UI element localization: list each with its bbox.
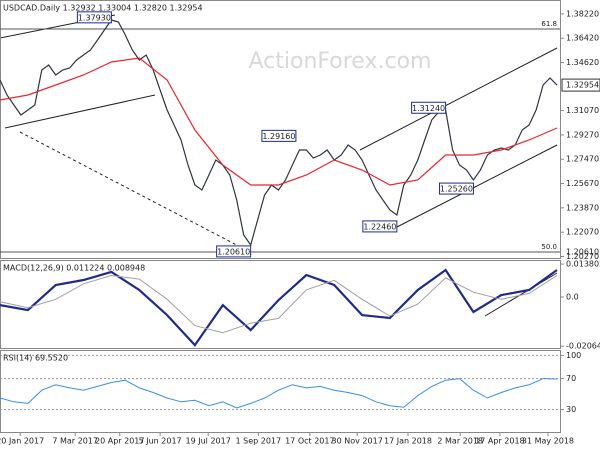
trend-line (4, 94, 156, 129)
annotation-label: 1.22460 (363, 222, 396, 231)
trend-line (19, 131, 251, 253)
x-tick-label: 5 Jun 2017 (139, 437, 182, 446)
annotation-box (411, 101, 447, 114)
y-tick-label: 30 (566, 405, 576, 414)
y-tick-label: 1.27470 (566, 155, 599, 164)
y-tick-label: 1.22070 (566, 228, 599, 237)
y-tick-label: -0.020648 (566, 342, 600, 351)
y-tick-label: 1.34620 (566, 58, 599, 67)
x-tick-label: 31 May 2018 (522, 437, 574, 446)
panel-title: RSI(14) 69.5520 (3, 354, 68, 363)
y-tick-label: 0.013802 (566, 260, 600, 269)
x-tick-label: 7 Mar 2017 (52, 437, 98, 446)
x-tick-label: 1 Sep 2017 (235, 437, 281, 446)
y-tick-label: 1.25670 (566, 179, 599, 188)
y-tick-label: 1.36420 (566, 34, 599, 43)
x-tick-label: 30 Nov 2017 (332, 437, 383, 446)
level-label: 50.0 (541, 243, 557, 251)
trend-line (394, 144, 558, 229)
last-price-label: 1.32954 (566, 81, 599, 90)
y-tick-label: 1.20270 (566, 252, 599, 261)
y-tick-label: 70 (566, 374, 576, 383)
series-line (0, 378, 558, 409)
y-tick-label: 0.0 (566, 292, 579, 301)
x-tick-label: 20 Apr 2017 (95, 437, 144, 446)
x-tick-label: 17 Apr 2018 (475, 437, 524, 446)
annotation-label: 1.20610 (217, 247, 250, 256)
annotation-box (76, 11, 112, 24)
series-line (0, 19, 558, 247)
annotation-box (438, 182, 474, 195)
x-tick-label: 17 Jan 2018 (384, 437, 432, 446)
annotation-box (362, 220, 398, 233)
annotation-label: 1.29160 (262, 132, 295, 141)
y-tick-label: 1.29270 (566, 130, 599, 139)
annotation-label: 1.31240 (412, 104, 445, 113)
y-tick-label: 1.38220 (566, 9, 599, 18)
annotation-label: 1.37930 (78, 13, 111, 22)
annotation-label: 1.25260 (440, 185, 473, 194)
panel-title: MACD(12,26,9) 0.011224 0.008948 (3, 264, 145, 273)
x-tick-label: 20 Jan 2017 (0, 437, 44, 446)
panel-title: USDCAD.Daily 1.32932 1.33004 1.32820 1.3… (3, 4, 203, 13)
series-line (0, 268, 558, 347)
annotation-box (261, 129, 297, 142)
trend-line (359, 47, 558, 151)
y-tick-label: 100 (566, 351, 581, 360)
price-tag: 1.20610 (566, 247, 599, 256)
panel-frame (0, 350, 561, 433)
series-line (0, 57, 558, 186)
annotation-box (216, 245, 252, 258)
y-tick-label: 1.31070 (566, 106, 599, 115)
level-label: 61.8 (541, 20, 557, 28)
x-tick-label: 17 Oct 2017 (285, 437, 334, 446)
watermark: ActionForex.com (249, 49, 432, 74)
x-tick-label: 2 Mar 2018 (437, 437, 483, 446)
panel-frame (0, 0, 561, 259)
y-tick-label: 1.23870 (566, 203, 599, 212)
trend-lines (0, 14, 558, 317)
macd-trend-line (484, 272, 558, 317)
last-price-box (561, 78, 600, 92)
series-line (0, 274, 558, 334)
x-tick-label: 19 Jul 2017 (186, 437, 231, 446)
